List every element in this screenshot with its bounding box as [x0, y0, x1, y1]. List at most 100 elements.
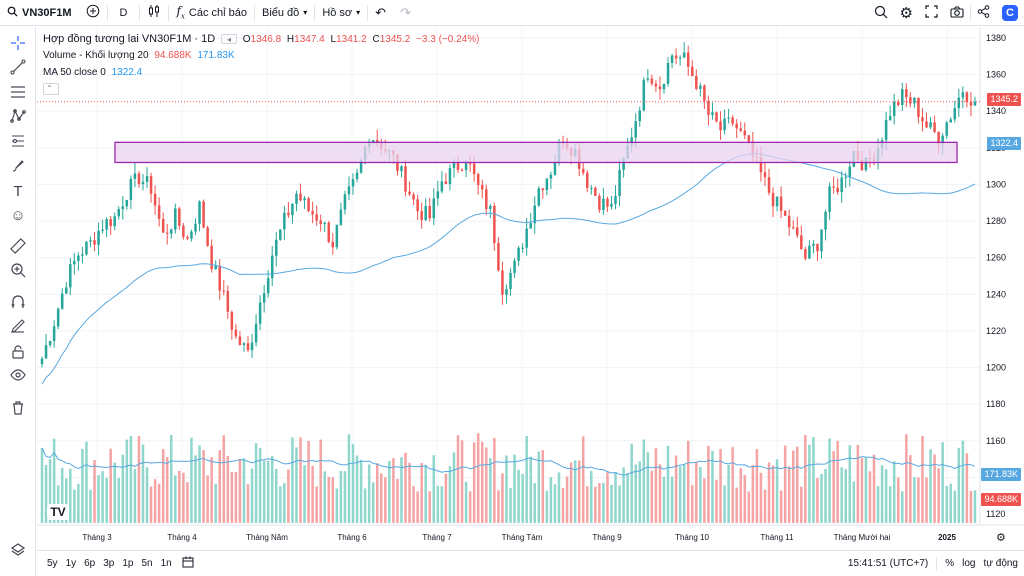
- object-tree-button[interactable]: [8, 542, 28, 562]
- clock-time[interactable]: 15:41:51 (UTC+7): [847, 558, 929, 569]
- symbol-search[interactable]: VN30F1M: [0, 0, 79, 26]
- candle-body: [157, 205, 161, 219]
- tradingview-logo-icon[interactable]: TV: [47, 504, 69, 520]
- candle-body: [254, 323, 258, 343]
- percent-toggle[interactable]: %: [945, 558, 955, 569]
- candle-body: [767, 177, 771, 193]
- range-5y[interactable]: 5y: [47, 558, 58, 569]
- candlestick-chart[interactable]: 1120114011601180120012201240126012801300…: [37, 27, 1024, 550]
- brand-logo-button[interactable]: C: [996, 0, 1024, 26]
- candle-body: [666, 63, 670, 84]
- share-button[interactable]: [971, 0, 996, 26]
- range-1p[interactable]: 1p: [122, 558, 134, 569]
- profile-dropdown[interactable]: Hồ sơ ▾: [315, 0, 367, 26]
- volume-bar: [763, 489, 767, 523]
- zoom-tool[interactable]: [8, 262, 28, 282]
- candle-body: [161, 218, 165, 233]
- candle-body: [291, 203, 294, 216]
- volume-bar: [89, 489, 92, 523]
- candle-body: [113, 216, 116, 227]
- range-6p[interactable]: 6p: [84, 558, 96, 569]
- candle-body: [319, 220, 322, 225]
- y-tick-label: 1220: [986, 326, 1006, 336]
- volume-bar: [238, 458, 242, 523]
- volume-bar: [812, 437, 815, 523]
- volume-bar: [848, 445, 852, 523]
- smiley-icon: ☺: [10, 206, 26, 224]
- brush-tool[interactable]: [8, 158, 28, 178]
- compare-button[interactable]: [79, 0, 107, 26]
- chart-style-button[interactable]: [140, 0, 168, 26]
- log-toggle[interactable]: log: [962, 558, 976, 569]
- chart-pane[interactable]: 1120114011601180120012201240126012801300…: [37, 27, 1024, 550]
- volume-bar: [969, 491, 973, 523]
- fib-tool[interactable]: [8, 84, 28, 104]
- legend-close: 1345.2: [379, 34, 411, 45]
- quick-search-button[interactable]: [868, 0, 894, 26]
- candle-body: [917, 97, 920, 118]
- legend-ma-label: MA 50 close 0: [43, 67, 106, 78]
- candle-body: [307, 198, 310, 211]
- crosshair-tool[interactable]: [8, 35, 28, 55]
- legend-toggle-icon[interactable]: ◂: [220, 34, 237, 45]
- volume-bar: [125, 439, 129, 523]
- volume-bar: [820, 473, 823, 523]
- forecast-tool[interactable]: [8, 133, 28, 153]
- range-3p[interactable]: 3p: [103, 558, 115, 569]
- legend-collapse-button[interactable]: ⌃: [43, 83, 59, 95]
- remove-drawings-tool[interactable]: [8, 400, 28, 420]
- candle-body: [97, 230, 100, 245]
- interval-button[interactable]: D: [108, 0, 140, 26]
- candle-body: [246, 343, 250, 351]
- volume-bar: [941, 442, 944, 523]
- chart-layout-dropdown[interactable]: Biểu đồ ▾: [255, 0, 314, 26]
- fullscreen-button[interactable]: [919, 0, 944, 26]
- measure-tool[interactable]: [8, 237, 28, 258]
- legend-o-label: O: [242, 34, 251, 45]
- indicators-button[interactable]: fx Các chỉ báo: [169, 0, 254, 26]
- range-5n[interactable]: 5n: [141, 558, 153, 569]
- camera-button[interactable]: [944, 0, 970, 26]
- pattern-tool[interactable]: [8, 108, 28, 128]
- camera-icon: [950, 5, 964, 21]
- volume-bar: [666, 445, 670, 523]
- y-tick-label: 1180: [986, 399, 1005, 409]
- lock-tool[interactable]: [8, 344, 28, 364]
- candle-body: [549, 174, 553, 179]
- volume-bar: [339, 470, 343, 523]
- emoji-tool[interactable]: ☺: [8, 205, 28, 225]
- range-1n[interactable]: 1n: [160, 558, 172, 569]
- legend-ma: MA 50 close 0 1322.4: [43, 67, 145, 78]
- volume-bar: [270, 455, 274, 523]
- range-1y[interactable]: 1y: [65, 558, 77, 569]
- visibility-tool[interactable]: [8, 367, 28, 387]
- text-icon: T: [13, 182, 23, 200]
- candle-body: [743, 130, 747, 136]
- candle-body: [759, 157, 763, 173]
- volume-bar: [464, 481, 468, 523]
- auto-toggle[interactable]: tự động: [983, 558, 1019, 569]
- trendline-tool[interactable]: [8, 59, 28, 79]
- candle-body: [719, 121, 722, 131]
- candle-body: [586, 172, 589, 188]
- candle-body: [682, 52, 686, 58]
- candle-body: [489, 205, 492, 209]
- date-range-button[interactable]: [182, 556, 196, 571]
- text-tool[interactable]: T: [8, 181, 28, 201]
- candle-body: [165, 232, 169, 234]
- candle-body: [553, 162, 557, 175]
- redo-button[interactable]: ↷: [393, 0, 418, 26]
- undo-button[interactable]: ↶: [368, 0, 393, 26]
- candle-body: [194, 223, 197, 232]
- legend-volume: Volume - Khối lượng 20 94.688K 171.83K: [43, 50, 238, 61]
- settings-button[interactable]: ⚙: [894, 0, 919, 26]
- volume-bar: [537, 451, 541, 523]
- volume-bar: [319, 439, 322, 523]
- volume-bar: [230, 471, 234, 523]
- candle-body: [480, 185, 484, 190]
- volume-bar: [876, 486, 880, 523]
- magnet-tool[interactable]: [8, 294, 28, 314]
- volume-bar: [295, 447, 298, 523]
- volume-bar: [739, 468, 742, 523]
- stay-drawing-tool[interactable]: [8, 318, 28, 338]
